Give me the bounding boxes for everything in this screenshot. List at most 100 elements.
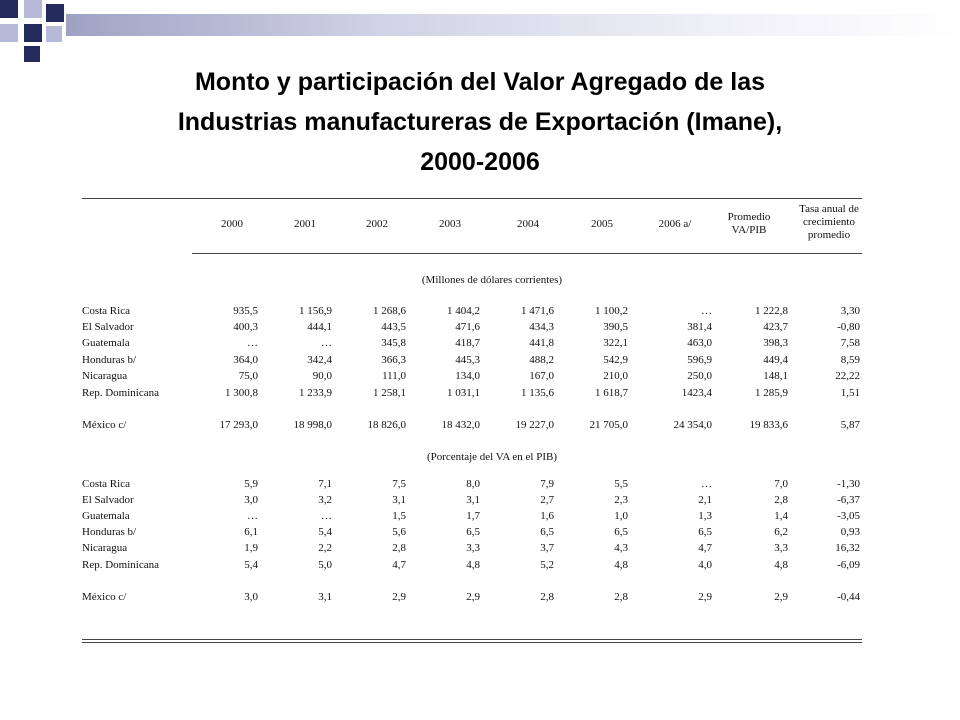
table-cell: 2,8 bbox=[540, 591, 554, 603]
table-rule bbox=[192, 253, 862, 254]
table-cell: 3,1 bbox=[392, 494, 406, 506]
table-cell: 134,0 bbox=[455, 370, 480, 382]
table-cell: 1,9 bbox=[244, 542, 258, 554]
section-heading: (Porcentaje del VA en el PIB) bbox=[426, 451, 558, 463]
table-cell: 423,7 bbox=[763, 321, 788, 333]
table-cell: … bbox=[247, 337, 258, 349]
table-cell: 1,4 bbox=[774, 510, 788, 522]
table-cell: 4,8 bbox=[614, 559, 628, 571]
table-cell: 1 222,8 bbox=[755, 305, 788, 317]
table-cell: 5,9 bbox=[244, 478, 258, 490]
table-cell: 1 404,2 bbox=[447, 305, 480, 317]
table-cell: 18 826,0 bbox=[367, 419, 407, 431]
table-cell: 90,0 bbox=[312, 370, 332, 382]
table-cell: … bbox=[701, 478, 712, 490]
table-cell: 5,2 bbox=[540, 559, 554, 571]
table-cell: 3,7 bbox=[540, 542, 554, 554]
table-cell: 2,8 bbox=[614, 591, 628, 603]
table-cell: … bbox=[701, 305, 712, 317]
table-cell: 444,1 bbox=[307, 321, 332, 333]
table-cell: 4,8 bbox=[774, 559, 788, 571]
table-cell: 3,3 bbox=[774, 542, 788, 554]
slide-title: Monto y participación del Valor Agregado… bbox=[60, 62, 900, 182]
decor-square bbox=[24, 46, 40, 62]
decor-gradient-bar bbox=[66, 14, 960, 36]
row-label: Honduras b/ bbox=[82, 354, 137, 366]
row-label: Honduras b/ bbox=[82, 526, 137, 538]
table-cell: 5,87 bbox=[840, 419, 860, 431]
table-cell: 1423,4 bbox=[681, 387, 712, 399]
decor-square bbox=[24, 24, 42, 42]
table-cell: 6,5 bbox=[466, 526, 480, 538]
table-cell: 449,4 bbox=[763, 354, 788, 366]
decor-square bbox=[46, 26, 62, 42]
decor-square bbox=[0, 24, 18, 42]
column-header: 2000 bbox=[221, 218, 243, 230]
table-cell: 471,6 bbox=[455, 321, 480, 333]
row-label: Costa Rica bbox=[82, 478, 130, 490]
column-header: crecimiento bbox=[803, 216, 855, 228]
table-cell: 2,9 bbox=[774, 591, 788, 603]
row-label: México c/ bbox=[82, 419, 127, 431]
table-cell: 2,7 bbox=[540, 494, 554, 506]
table-cell: 3,2 bbox=[318, 494, 332, 506]
table-cell: 111,0 bbox=[382, 370, 406, 382]
table-cell: 6,5 bbox=[614, 526, 628, 538]
table-cell: 1 471,6 bbox=[521, 305, 554, 317]
table-cell: 381,4 bbox=[687, 321, 712, 333]
table-cell: 488,2 bbox=[529, 354, 554, 366]
table-cell: 398,3 bbox=[763, 337, 788, 349]
table-cell: 364,0 bbox=[233, 354, 258, 366]
table-cell: 400,3 bbox=[233, 321, 258, 333]
table-cell: -0,44 bbox=[837, 591, 860, 603]
decor-square bbox=[46, 4, 64, 22]
column-header: 2006 a/ bbox=[658, 218, 692, 230]
table-cell: 1,6 bbox=[540, 510, 554, 522]
table-rule bbox=[82, 642, 862, 643]
row-label: Nicaragua bbox=[82, 370, 128, 382]
table-cell: 19 833,6 bbox=[749, 419, 789, 431]
table-cell: 21 705,0 bbox=[589, 419, 629, 431]
table-cell: 2,2 bbox=[318, 542, 332, 554]
table-cell: 7,5 bbox=[392, 478, 406, 490]
table-cell: 366,3 bbox=[381, 354, 406, 366]
table-cell: 18 432,0 bbox=[441, 419, 481, 431]
table-cell: -0,80 bbox=[837, 321, 860, 333]
table-cell: 345,8 bbox=[381, 337, 406, 349]
table-cell: 2,8 bbox=[392, 542, 406, 554]
table-cell: 443,5 bbox=[381, 321, 406, 333]
table-cell: 75,0 bbox=[238, 370, 258, 382]
table-cell: 19 227,0 bbox=[515, 419, 555, 431]
table-cell: 4,3 bbox=[614, 542, 628, 554]
table-cell: 2,9 bbox=[392, 591, 406, 603]
table-cell: 2,9 bbox=[698, 591, 712, 603]
table-cell: 1 258,1 bbox=[373, 387, 406, 399]
row-label: Rep. Dominicana bbox=[82, 387, 159, 399]
table-cell: … bbox=[321, 510, 332, 522]
column-header: Promedio bbox=[727, 211, 771, 223]
table-cell: 3,3 bbox=[466, 542, 480, 554]
table-cell: 1,0 bbox=[614, 510, 628, 522]
table-cell: 390,5 bbox=[603, 321, 628, 333]
table-cell: … bbox=[247, 510, 258, 522]
table-cell: 5,0 bbox=[318, 559, 332, 571]
column-header: 2003 bbox=[439, 218, 461, 230]
column-header: promedio bbox=[807, 229, 851, 241]
decor-square bbox=[0, 0, 18, 18]
table-cell: 4,8 bbox=[466, 559, 480, 571]
row-label: Guatemala bbox=[82, 337, 130, 349]
table-cell: 418,7 bbox=[455, 337, 480, 349]
title-line: Industrias manufactureras de Exportación… bbox=[177, 108, 783, 136]
table-cell: 1,3 bbox=[698, 510, 712, 522]
row-label: Costa Rica bbox=[82, 305, 130, 317]
row-label: Guatemala bbox=[82, 510, 130, 522]
table-cell: 1 031,1 bbox=[447, 387, 480, 399]
table-cell: -1,30 bbox=[837, 478, 860, 490]
table-cell: 18 998,0 bbox=[293, 419, 333, 431]
table-cell: 6,1 bbox=[244, 526, 258, 538]
table-cell: 1 233,9 bbox=[299, 387, 332, 399]
column-header: 2001 bbox=[294, 218, 316, 230]
table-cell: 1 100,2 bbox=[595, 305, 628, 317]
table-cell: 0,93 bbox=[840, 526, 860, 538]
table-cell: 441,8 bbox=[529, 337, 554, 349]
